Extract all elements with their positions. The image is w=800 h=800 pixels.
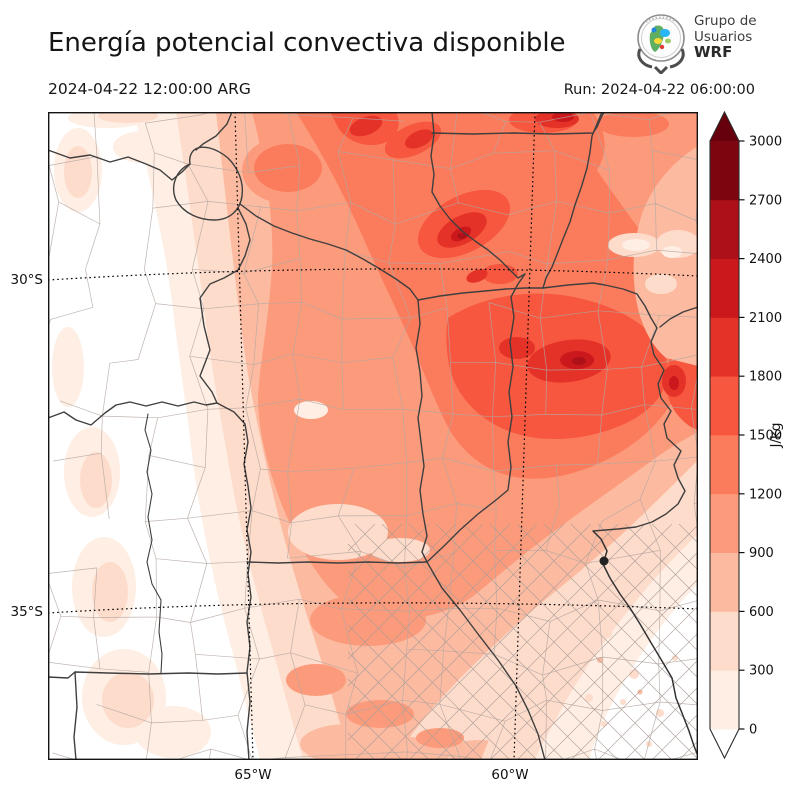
valid-time-label: 2024-04-22 12:00:00 ARG (48, 80, 251, 98)
colorbar-segments (710, 141, 739, 730)
cape-map (47, 111, 698, 760)
lon-label-60w: 60°W (491, 767, 529, 783)
graticule (48, 112, 698, 760)
logo-line1: Grupo de (694, 13, 757, 29)
svg-text:2700: 2700 (749, 193, 782, 208)
svg-text:1500: 1500 (749, 429, 782, 444)
cape-fill-2400-2700 (457, 233, 586, 365)
svg-text:1800: 1800 (749, 370, 782, 385)
svg-text:300: 300 (749, 664, 774, 679)
cape-pocket-ne-light (608, 230, 698, 294)
page-title: Energía potencial convectiva disponible (48, 28, 566, 58)
logo-line2: Usuarios (694, 28, 753, 45)
province-boundaries (48, 112, 698, 760)
colorbar-unit-label: J/kg (768, 423, 784, 449)
buenos-aires-city-marker (599, 556, 609, 566)
svg-text:0: 0 (749, 723, 757, 738)
run-time-label: Run: 2024-04-22 06:00:00 (563, 82, 755, 98)
colorbar-over-arrow (710, 112, 739, 141)
svg-text:2400: 2400 (749, 252, 782, 267)
lat-label-30s: 30°S (10, 272, 44, 288)
logo-text: Grupo de Usuarios WRF (694, 13, 757, 61)
svg-text:2100: 2100 (749, 311, 782, 326)
map-panel (47, 111, 698, 760)
globe-logo-icon (637, 14, 685, 76)
wrf-logo: Grupo de Usuarios WRF (628, 8, 788, 76)
cape-pocket-se-zero (589, 584, 698, 760)
svg-text:900: 900 (749, 546, 774, 561)
lon-label-65w: 65°W (234, 767, 272, 783)
lat-label-35s: 35°S (10, 604, 44, 620)
colorbar-under-arrow (710, 729, 739, 758)
colorbar-ticks: 0 300 600 900 1200 1500 1800 2100 2400 2700 3000 (739, 135, 782, 738)
svg-text:1200: 1200 (749, 487, 782, 502)
cape-pocket-ne-lightest (622, 239, 682, 258)
partido-boundaries-buenosaires (348, 524, 698, 760)
svg-text:600: 600 (749, 605, 774, 620)
svg-text:3000: 3000 (749, 135, 782, 150)
department-boundaries (48, 112, 698, 760)
gridline-35S (48, 602, 698, 614)
colorbar: 0 300 600 900 1200 1500 1800 2100 2400 2700 3000 J… (709, 110, 784, 760)
logo-line3: WRF (694, 43, 733, 61)
map-frame (47, 111, 698, 760)
